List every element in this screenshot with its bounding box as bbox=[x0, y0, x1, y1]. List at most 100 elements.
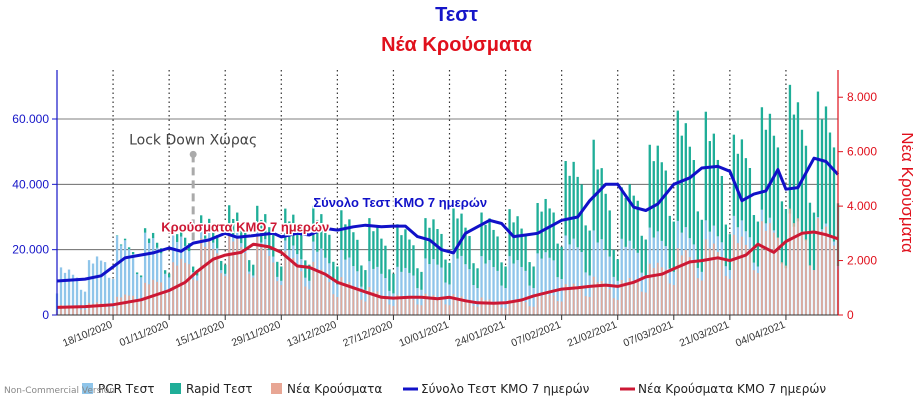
cases-bar bbox=[504, 308, 507, 315]
rapid-bar bbox=[276, 261, 279, 277]
cases-bar bbox=[696, 278, 699, 315]
rapid-bar bbox=[252, 264, 255, 276]
rapid-bar bbox=[184, 237, 187, 246]
pcr-bar bbox=[524, 270, 527, 315]
rapid-bar bbox=[147, 238, 151, 243]
rapid-bar bbox=[480, 212, 483, 257]
pcr-bar bbox=[528, 285, 531, 315]
rapid-bar bbox=[688, 146, 691, 239]
rapid-bar bbox=[404, 229, 407, 268]
cases-bar bbox=[332, 294, 335, 315]
cases-bar bbox=[352, 287, 355, 315]
pcr-bar bbox=[103, 262, 107, 315]
cases-bar bbox=[292, 257, 295, 315]
cases-bar bbox=[833, 245, 835, 315]
rapid-bar bbox=[712, 133, 716, 226]
cases-bar bbox=[656, 262, 659, 315]
rapid-bar bbox=[620, 187, 623, 239]
cases-bar bbox=[248, 273, 251, 315]
x-tick-label: 13/12/2020 bbox=[285, 319, 338, 350]
pcr-bar bbox=[552, 260, 555, 315]
rapid-bar bbox=[728, 234, 732, 271]
cases-bar bbox=[740, 236, 743, 315]
cases-bar bbox=[384, 298, 387, 315]
rapid-bar bbox=[248, 260, 251, 272]
rapid-bar bbox=[212, 229, 215, 243]
pcr-bar bbox=[448, 284, 451, 315]
cases-bar bbox=[544, 293, 547, 315]
pcr-bar bbox=[131, 254, 135, 315]
cases-bar bbox=[112, 307, 114, 315]
rapid-bar bbox=[179, 227, 183, 237]
rapid-bar bbox=[500, 262, 503, 286]
rapid-bar bbox=[292, 214, 295, 246]
pcr-bar bbox=[147, 242, 151, 315]
cases-bar bbox=[464, 299, 467, 315]
cases-bar bbox=[412, 299, 415, 315]
legend-item[interactable]: Νέα Κρούσματα ΚΜΟ 7 ημερών bbox=[638, 382, 826, 396]
cases-bar bbox=[600, 281, 603, 315]
rapid-bar bbox=[352, 232, 355, 267]
cases-bar bbox=[568, 286, 571, 315]
cases-bar bbox=[532, 306, 535, 315]
cases-bar bbox=[588, 297, 591, 315]
cases-bar bbox=[452, 294, 455, 315]
pcr-bar bbox=[79, 289, 83, 315]
legend-swatch[interactable] bbox=[82, 383, 93, 394]
pcr-bar bbox=[512, 263, 515, 315]
x-tick-label: 21/03/2021 bbox=[678, 319, 731, 350]
cases-bar bbox=[128, 295, 130, 315]
rapid-bar bbox=[192, 266, 195, 273]
legend-item[interactable]: Νέα Κρούσματα bbox=[287, 382, 382, 396]
rapid-bar bbox=[348, 219, 351, 258]
pcr-bar bbox=[580, 252, 583, 315]
cases-bar bbox=[328, 282, 331, 315]
cases-bar bbox=[817, 218, 819, 315]
rapid-bar bbox=[744, 158, 748, 232]
rapid-bar bbox=[716, 159, 720, 237]
cases-bar bbox=[652, 268, 655, 315]
x-tick-label: 07/03/2021 bbox=[622, 319, 675, 350]
cases-bar bbox=[644, 292, 647, 315]
pcr-bar bbox=[416, 288, 419, 315]
legend-item[interactable]: PCR Τεστ bbox=[98, 382, 154, 396]
rapid-bar bbox=[720, 175, 724, 243]
cases-bar bbox=[564, 284, 567, 315]
cases-bar bbox=[396, 295, 399, 315]
cases-bar bbox=[732, 234, 735, 315]
rapid-bar bbox=[336, 266, 339, 285]
rapid-bar bbox=[548, 208, 551, 258]
cases-bar bbox=[148, 284, 151, 315]
cases-bar bbox=[272, 262, 275, 315]
cases-bar bbox=[500, 307, 503, 315]
rapid-bar bbox=[780, 201, 784, 264]
pcr-bar bbox=[568, 244, 571, 315]
legend-item[interactable]: Σύνολο Τεστ ΚΜΟ 7 ημερών bbox=[421, 382, 590, 396]
rapid-bar bbox=[628, 184, 631, 241]
cases-bar bbox=[556, 301, 559, 315]
cases-bar bbox=[580, 287, 583, 315]
pcr-bar bbox=[155, 247, 159, 315]
legend-swatch[interactable] bbox=[271, 383, 282, 394]
cases-bar bbox=[508, 299, 511, 315]
cases-bar bbox=[716, 252, 719, 315]
pcr-bar bbox=[480, 256, 483, 315]
pcr-bar bbox=[91, 263, 95, 315]
rapid-bar bbox=[568, 175, 571, 245]
cases-bar bbox=[400, 297, 403, 315]
cases-bar bbox=[264, 245, 267, 315]
rapid-bar bbox=[572, 161, 575, 239]
pcr-bar bbox=[576, 247, 579, 315]
legend-swatch[interactable] bbox=[170, 383, 181, 394]
rapid-bar bbox=[668, 215, 671, 269]
rapid-bar bbox=[692, 160, 695, 245]
cases-bar bbox=[672, 285, 675, 315]
pcr-bar bbox=[596, 242, 599, 315]
cases-bar bbox=[244, 253, 247, 315]
cases-bar bbox=[192, 279, 195, 315]
rapid-bar bbox=[260, 219, 263, 243]
pcr-bar bbox=[127, 249, 131, 315]
legend-item[interactable]: Rapid Τεστ bbox=[186, 382, 252, 396]
cases-bar bbox=[468, 300, 471, 315]
rapid-bar bbox=[552, 212, 555, 261]
